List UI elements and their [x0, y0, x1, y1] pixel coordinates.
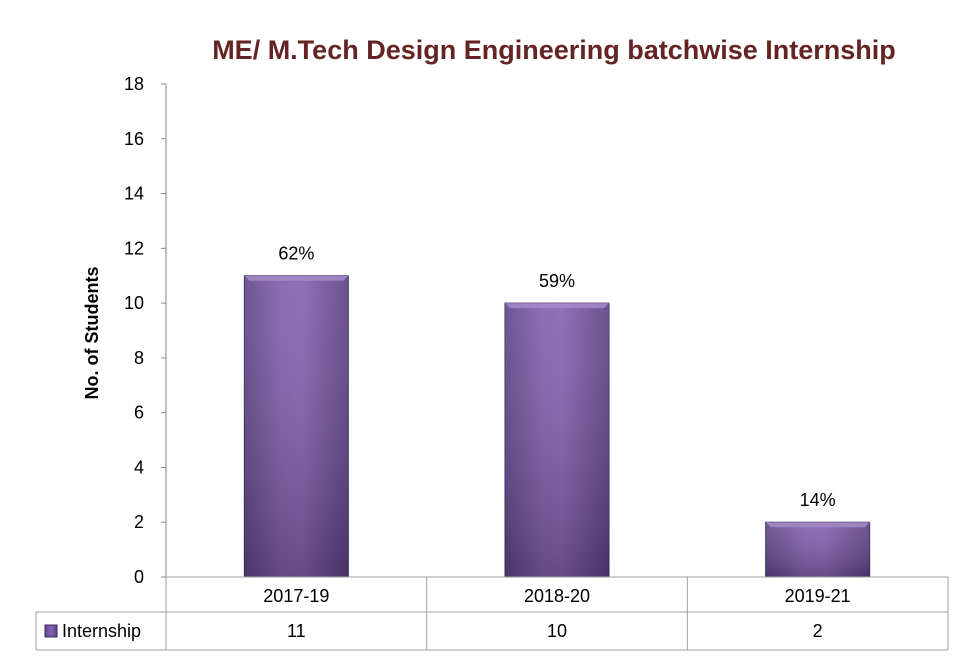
y-axis-label: No. of Students [82, 267, 102, 400]
bar-shade [244, 275, 349, 577]
data-table: 2017-19 2018-20 2019-21 Internship 11 10 2 [35, 576, 949, 651]
data-label: 62% [278, 244, 314, 264]
table-value-cell: 11 [287, 621, 306, 641]
y-tick-label: 16 [124, 129, 144, 149]
y-tick-label: 10 [124, 293, 144, 313]
y-tick-label: 12 [124, 238, 144, 258]
bar-bevel [765, 522, 870, 528]
y-axis: 0 2 4 6 8 10 12 14 16 18 [124, 74, 167, 587]
chart-title: ME/ M.Tech Design Engineering batchwise … [212, 35, 896, 65]
x-tick-label: 2017-19 [263, 586, 329, 606]
y-tick-label: 8 [134, 348, 144, 368]
bar-bevel [244, 275, 349, 281]
legend-label: Internship [62, 621, 141, 641]
y-tick-label: 2 [134, 512, 144, 532]
bar-bevel [505, 303, 609, 309]
bar [765, 521, 871, 578]
bar-shade [505, 303, 609, 577]
y-tick-label: 18 [124, 74, 144, 94]
table-value-cell: 2 [813, 621, 823, 641]
legend-swatch [44, 624, 58, 638]
y-tick-label: 14 [124, 184, 144, 204]
y-tick-label: 6 [134, 403, 144, 423]
bar [243, 275, 349, 578]
bar [504, 302, 610, 578]
data-labels: 62% 59% 14% [278, 244, 835, 511]
bars [243, 275, 871, 578]
table-value-cell: 10 [547, 621, 567, 641]
y-tick-label: 0 [134, 567, 144, 587]
bar-shade [765, 522, 870, 577]
y-tick-label: 4 [134, 457, 144, 477]
x-tick-label: 2018-20 [524, 586, 590, 606]
legend-key: Internship [44, 621, 141, 641]
data-label: 14% [800, 490, 836, 510]
data-label: 59% [539, 271, 575, 291]
x-tick-label: 2019-21 [785, 586, 851, 606]
